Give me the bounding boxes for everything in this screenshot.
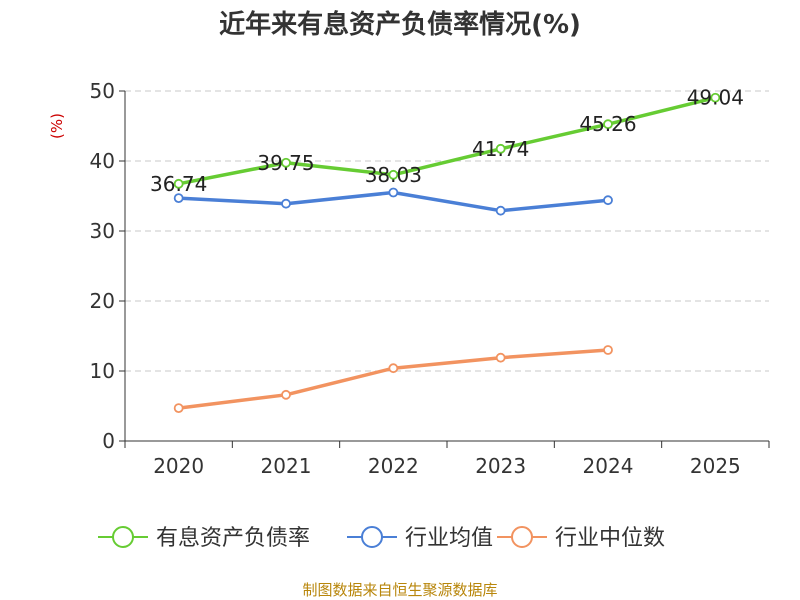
axes: 0 10 20 30 40 50 2020 2021 2022 2023 2024 2025: [90, 79, 770, 478]
x-tick-label: 2022: [368, 454, 419, 478]
data-point: [603, 195, 613, 206]
y-tick-label: 0: [102, 429, 115, 453]
legend-marker-icon: [112, 526, 134, 548]
source-note: 制图数据来自恒生聚源数据库: [302, 581, 497, 599]
y-unit-label: (%): [48, 113, 66, 139]
series-line: [178, 96, 716, 186]
legend-label: 行业均值: [405, 526, 493, 551]
legend-marker-icon: [361, 526, 383, 548]
data-label: 41.74: [472, 137, 529, 161]
y-tick-label: 20: [90, 289, 115, 313]
data-point: [173, 193, 184, 204]
data-point: [173, 403, 184, 414]
data-point: [281, 198, 291, 209]
x-tick-label: 2020: [153, 454, 204, 478]
legend-label: 行业中位数: [555, 526, 665, 551]
legend-item-1[interactable]: 行业均值: [347, 526, 493, 551]
series-line: [178, 348, 609, 410]
x-tick-label: 2021: [261, 454, 312, 478]
y-tick-label: 10: [90, 359, 115, 383]
data-point: [495, 352, 506, 363]
data-point: [388, 363, 399, 374]
y-tick-label: 50: [90, 79, 115, 103]
grid-lines: [125, 90, 769, 372]
data-label: 36.74: [150, 172, 207, 196]
data-point: [281, 389, 291, 400]
legend-item-0[interactable]: 有息资产负债率: [98, 526, 310, 551]
series-2: [173, 345, 613, 414]
x-tick-label: 2024: [583, 454, 634, 478]
series-layer: [173, 92, 721, 414]
data-point: [495, 143, 506, 154]
data-label: 49.04: [687, 86, 744, 110]
series-0: [173, 92, 721, 189]
y-tick-label: 30: [90, 219, 115, 243]
data-point: [388, 169, 399, 180]
data-point: [710, 92, 721, 103]
legend-marker-icon: [511, 526, 533, 548]
chart-title: 近年来有息资产负债率情况(%): [219, 9, 581, 40]
y-tick-label: 40: [90, 149, 115, 173]
data-point: [388, 187, 399, 198]
data-point: [495, 205, 506, 216]
data-point: [173, 178, 184, 189]
data-label: 45.26: [579, 112, 636, 136]
data-label: 39.75: [257, 151, 314, 175]
legend-item-2[interactable]: 行业中位数: [497, 526, 665, 551]
data-point: [603, 345, 613, 355]
series-1: [173, 187, 613, 216]
x-tick-label: 2023: [475, 454, 526, 478]
legend-label: 有息资产负债率: [156, 526, 310, 551]
data-label: 38.03: [365, 163, 422, 187]
legend: 有息资产负债率 行业均值 行业中位数: [98, 526, 665, 551]
data-labels: 36.74 39.75 38.03 41.74 45.26 49.04: [150, 86, 744, 196]
x-tick-label: 2025: [690, 454, 741, 478]
data-point: [603, 119, 613, 130]
data-point: [281, 157, 291, 168]
